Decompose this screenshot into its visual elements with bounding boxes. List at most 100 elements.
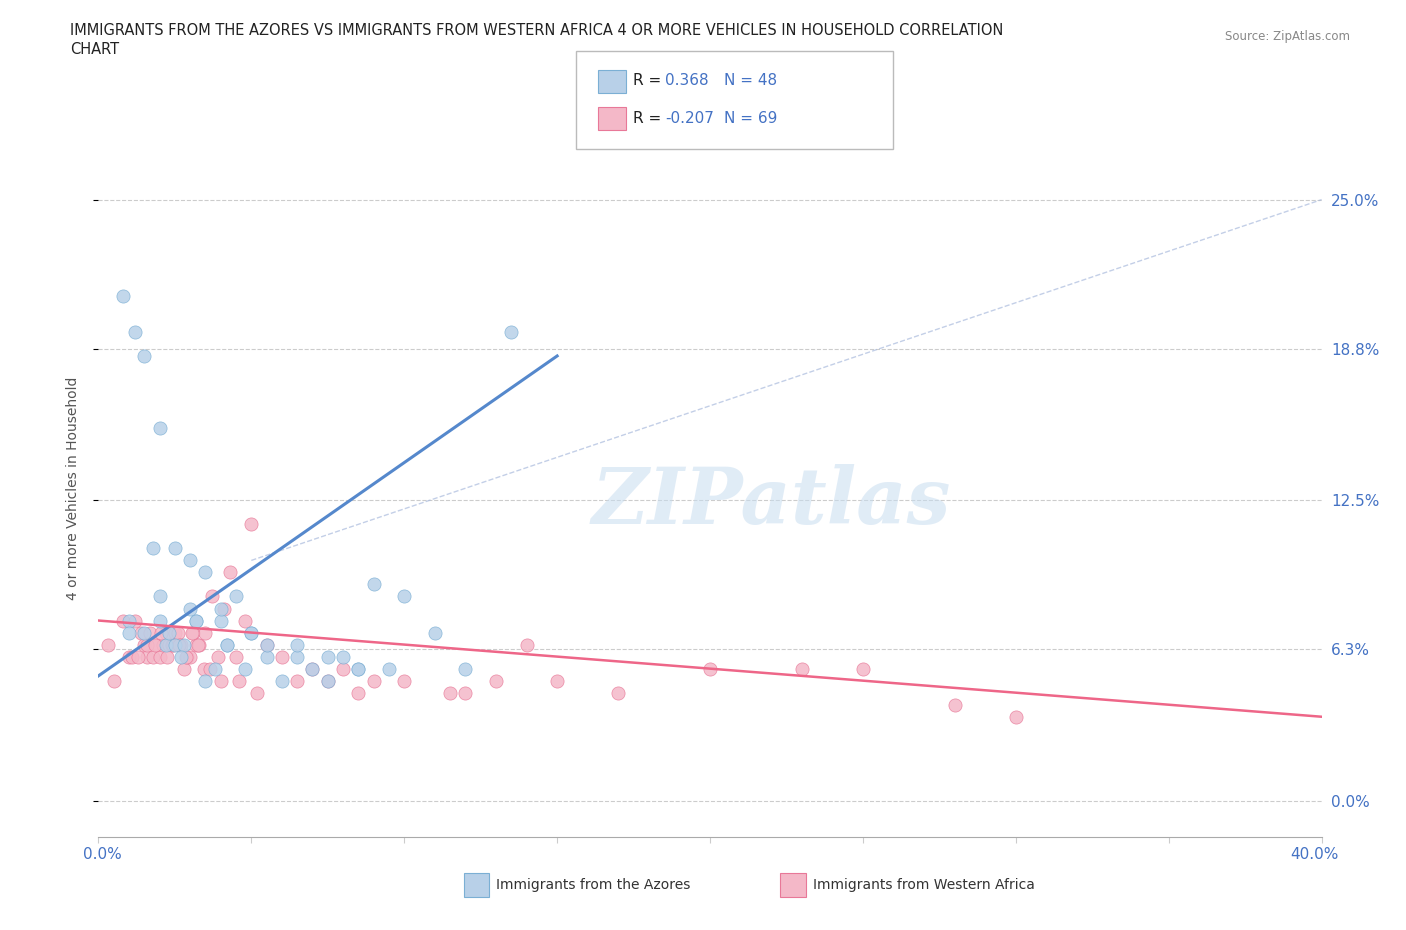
Text: Source: ZipAtlas.com: Source: ZipAtlas.com bbox=[1225, 30, 1350, 43]
Point bbox=[454, 661, 477, 676]
Point bbox=[118, 613, 141, 628]
Point bbox=[240, 517, 263, 532]
Point bbox=[155, 637, 177, 652]
Point bbox=[150, 625, 173, 640]
Point bbox=[167, 625, 190, 640]
Point bbox=[181, 625, 204, 640]
Point bbox=[378, 661, 401, 676]
Point bbox=[516, 637, 538, 652]
Point bbox=[256, 637, 278, 652]
Point bbox=[188, 637, 211, 652]
Point bbox=[943, 698, 966, 712]
Text: Immigrants from the Azores: Immigrants from the Azores bbox=[496, 878, 690, 893]
Point bbox=[246, 685, 269, 700]
Point bbox=[136, 649, 159, 664]
Point bbox=[179, 601, 201, 616]
Point bbox=[121, 649, 143, 664]
Point bbox=[233, 661, 256, 676]
Point bbox=[118, 649, 141, 664]
Point bbox=[194, 625, 217, 640]
Point bbox=[209, 601, 232, 616]
Point bbox=[124, 613, 146, 628]
Point bbox=[209, 613, 232, 628]
Point bbox=[156, 649, 179, 664]
Text: N = 69: N = 69 bbox=[724, 111, 778, 126]
Point bbox=[363, 673, 385, 688]
Point bbox=[347, 661, 370, 676]
Point bbox=[423, 625, 446, 640]
Point bbox=[256, 649, 278, 664]
Point bbox=[152, 637, 174, 652]
Point bbox=[124, 325, 146, 339]
Point bbox=[301, 661, 323, 676]
Point bbox=[347, 661, 370, 676]
Point bbox=[228, 673, 250, 688]
Point bbox=[316, 649, 339, 664]
Point bbox=[225, 589, 247, 604]
Point bbox=[186, 613, 208, 628]
Point bbox=[316, 673, 339, 688]
Point bbox=[392, 673, 416, 688]
Point bbox=[176, 649, 198, 664]
Point bbox=[501, 325, 523, 339]
Point bbox=[179, 553, 201, 568]
Point bbox=[212, 601, 235, 616]
Point bbox=[316, 673, 339, 688]
Text: 0.0%: 0.0% bbox=[83, 847, 122, 862]
Point bbox=[145, 637, 167, 652]
Point bbox=[157, 625, 180, 640]
Point bbox=[347, 685, 370, 700]
Point bbox=[163, 541, 186, 556]
Point bbox=[174, 649, 197, 664]
Point bbox=[285, 673, 308, 688]
Point bbox=[240, 625, 263, 640]
Point bbox=[111, 288, 134, 303]
Point bbox=[215, 637, 238, 652]
Point bbox=[1004, 710, 1026, 724]
Point bbox=[134, 637, 156, 652]
Point bbox=[285, 649, 308, 664]
Point bbox=[134, 625, 156, 640]
Y-axis label: 4 or more Vehicles in Household: 4 or more Vehicles in Household bbox=[66, 377, 80, 600]
Point bbox=[392, 589, 416, 604]
Point bbox=[149, 589, 172, 604]
Point bbox=[142, 649, 165, 664]
Point bbox=[240, 625, 263, 640]
Text: CHART: CHART bbox=[70, 42, 120, 57]
Point bbox=[194, 673, 217, 688]
Point bbox=[97, 637, 120, 652]
Point bbox=[170, 649, 193, 664]
Point bbox=[790, 661, 813, 676]
Point bbox=[173, 637, 195, 652]
Point bbox=[607, 685, 630, 700]
Point bbox=[169, 637, 191, 652]
Point bbox=[219, 565, 242, 580]
Point bbox=[454, 685, 477, 700]
Point bbox=[103, 673, 125, 688]
Point bbox=[134, 349, 156, 364]
Point bbox=[363, 577, 385, 591]
Point bbox=[163, 637, 186, 652]
Point bbox=[332, 649, 354, 664]
Point bbox=[170, 637, 193, 652]
Point bbox=[852, 661, 875, 676]
Point bbox=[155, 625, 177, 640]
Point bbox=[179, 649, 201, 664]
Point bbox=[207, 649, 229, 664]
Point bbox=[285, 637, 308, 652]
Point bbox=[186, 613, 208, 628]
Text: IMMIGRANTS FROM THE AZORES VS IMMIGRANTS FROM WESTERN AFRICA 4 OR MORE VEHICLES : IMMIGRANTS FROM THE AZORES VS IMMIGRANTS… bbox=[70, 23, 1004, 38]
Point bbox=[215, 637, 238, 652]
Point bbox=[233, 613, 256, 628]
Point bbox=[193, 661, 215, 676]
Point bbox=[149, 420, 172, 435]
Point bbox=[136, 637, 159, 652]
Point bbox=[160, 637, 183, 652]
Point bbox=[162, 637, 184, 652]
Point bbox=[209, 673, 232, 688]
Point bbox=[143, 637, 166, 652]
Point bbox=[127, 649, 149, 664]
Point bbox=[256, 637, 278, 652]
Text: R =: R = bbox=[633, 73, 661, 88]
Text: -0.207: -0.207 bbox=[665, 111, 714, 126]
